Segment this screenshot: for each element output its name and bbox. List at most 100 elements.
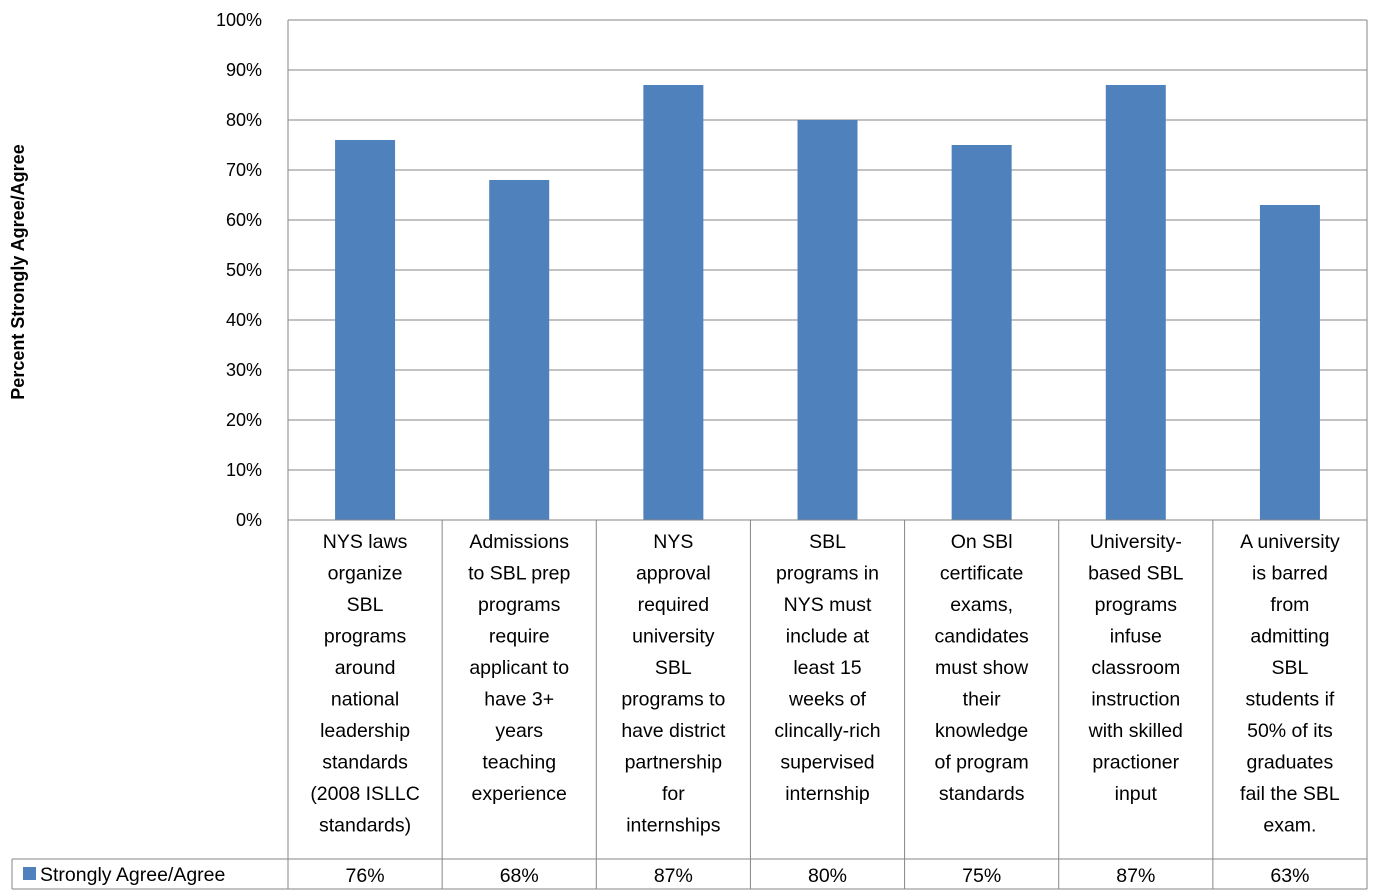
x-category-label-line: fail the SBL xyxy=(1240,783,1340,805)
x-category-label-line: students if xyxy=(1245,689,1334,711)
x-category-label-line: experience xyxy=(472,783,567,805)
x-category-label-line: is barred xyxy=(1252,563,1328,585)
x-category-label-line: exam. xyxy=(1263,815,1316,837)
x-category-label: NYS laws organize SBL programs around nationa… xyxy=(310,531,420,837)
y-axis-title: Percent Strongly Agree/Agree xyxy=(8,144,28,399)
x-category-label-line: have 3+ xyxy=(484,689,554,711)
x-category-label-line: years xyxy=(495,720,543,742)
legend-series-name: Strongly Agree/Agree xyxy=(40,864,225,886)
x-category-label-line: partnership xyxy=(625,752,723,774)
x-category-label-line: (2008 ISLLC xyxy=(310,783,420,805)
x-category-label-line: programs xyxy=(478,594,561,616)
x-category-label-line: organize xyxy=(328,563,403,585)
x-category-label-line: of program xyxy=(934,752,1028,774)
data-table-value: 68% xyxy=(500,865,539,887)
bar xyxy=(489,180,550,520)
data-table-value: 76% xyxy=(346,865,385,887)
x-category-label-line: from xyxy=(1270,594,1309,616)
x-category-label-line: admitting xyxy=(1250,626,1329,648)
x-category-label-line: required xyxy=(638,594,710,616)
data-table-value: 63% xyxy=(1270,865,1309,887)
x-category-label-line: supervised xyxy=(780,752,874,774)
data-table-value: 87% xyxy=(654,865,693,887)
x-category-label-line: exams, xyxy=(950,594,1013,616)
x-category-label-line: have district xyxy=(621,720,726,742)
x-category-label-line: national xyxy=(331,689,399,711)
y-tick-label: 10% xyxy=(226,460,262,480)
x-category-label-line: internship xyxy=(785,783,870,805)
bar xyxy=(335,140,396,520)
x-category-label-line: Admissions xyxy=(469,531,569,553)
x-category-label-line: practioner xyxy=(1092,752,1179,774)
y-tick-label: 20% xyxy=(226,410,262,430)
x-category-label-line: programs xyxy=(324,626,407,648)
bar xyxy=(951,145,1012,520)
data-table-value: 87% xyxy=(1116,865,1155,887)
y-tick-label: 70% xyxy=(226,160,262,180)
bar xyxy=(1259,205,1320,520)
x-category-label-line: leadership xyxy=(320,720,410,742)
x-category-label-line: SBL xyxy=(809,531,846,553)
x-category-label-line: NYS xyxy=(653,531,693,553)
x-category-label-line: SBL xyxy=(655,657,692,679)
x-category-label-line: must show xyxy=(935,657,1029,679)
x-category-label-line: their xyxy=(963,689,1001,711)
legend-swatch xyxy=(23,867,36,880)
x-category-label-line: instruction xyxy=(1091,689,1180,711)
bar xyxy=(1105,85,1166,520)
x-category-label-line: approval xyxy=(636,563,711,585)
x-category-label-line: University- xyxy=(1090,531,1182,553)
x-category-label-line: least 15 xyxy=(793,657,861,679)
x-category-label-line: standards xyxy=(939,783,1025,805)
x-category-label: A university is barred from admitting SBL stu… xyxy=(1240,531,1340,837)
x-category-label-line: require xyxy=(489,626,550,648)
x-category-label-line: NYS must xyxy=(784,594,872,616)
x-category-label-line: include at xyxy=(786,626,870,648)
x-category-label-line: programs xyxy=(1095,594,1178,616)
data-table-value: 75% xyxy=(962,865,1001,887)
x-category-label-line: candidates xyxy=(934,626,1029,648)
x-category-label-line: certificate xyxy=(940,563,1023,585)
x-category-label-line: 50% of its xyxy=(1247,720,1333,742)
x-category-label-line: NYS laws xyxy=(323,531,408,553)
y-tick-label: 0% xyxy=(236,510,262,530)
x-category-label: University-based SBL programs infuse classr… xyxy=(1088,531,1184,805)
x-category-label-line: infuse xyxy=(1110,626,1162,648)
x-category-label-line: SBL xyxy=(347,594,384,616)
x-category-label-line: A university xyxy=(1240,531,1340,553)
x-category-label-line: for xyxy=(662,783,685,805)
y-tick-label: 40% xyxy=(226,310,262,330)
x-category-label: SBL programs in NYS must include at least 15… xyxy=(774,531,880,805)
x-category-label-line: On SBl xyxy=(951,531,1013,553)
x-category-label: On SBl certificate exams, candidates must sh… xyxy=(934,531,1029,805)
x-category-label-line: standards) xyxy=(319,815,411,837)
y-tick-label: 60% xyxy=(226,210,262,230)
y-tick-label: 90% xyxy=(226,60,262,80)
y-tick-label: 80% xyxy=(226,110,262,130)
x-category-label-line: classroom xyxy=(1091,657,1180,679)
x-category-label-line: university xyxy=(632,626,715,648)
x-category-label-line: standards xyxy=(322,752,408,774)
x-category-label-line: weeks of xyxy=(788,689,867,711)
x-category-label: NYS approval required university SBL programs… xyxy=(621,531,726,837)
x-category-label-line: SBL xyxy=(1271,657,1308,679)
x-category-label-line: around xyxy=(335,657,396,679)
bar xyxy=(797,120,858,520)
y-tick-label: 30% xyxy=(226,360,262,380)
x-category-label-line: based SBL xyxy=(1088,563,1184,585)
x-category-label-line: input xyxy=(1115,783,1158,805)
x-category-label-line: knowledge xyxy=(935,720,1028,742)
x-category-label-line: clincally-rich xyxy=(774,720,880,742)
x-category-label: Admissions to SBL prep programs require appl… xyxy=(468,531,570,805)
x-category-label-line: to SBL prep xyxy=(468,563,570,585)
x-category-label-line: teaching xyxy=(482,752,556,774)
x-category-label-line: with skilled xyxy=(1088,720,1183,742)
y-tick-label: 50% xyxy=(226,260,262,280)
y-tick-label: 100% xyxy=(216,10,262,30)
x-category-label-line: internships xyxy=(626,815,721,837)
data-table-value: 80% xyxy=(808,865,847,887)
x-category-label-line: programs to xyxy=(621,689,725,711)
x-category-label-line: applicant to xyxy=(469,657,569,679)
x-category-label-line: graduates xyxy=(1247,752,1334,774)
